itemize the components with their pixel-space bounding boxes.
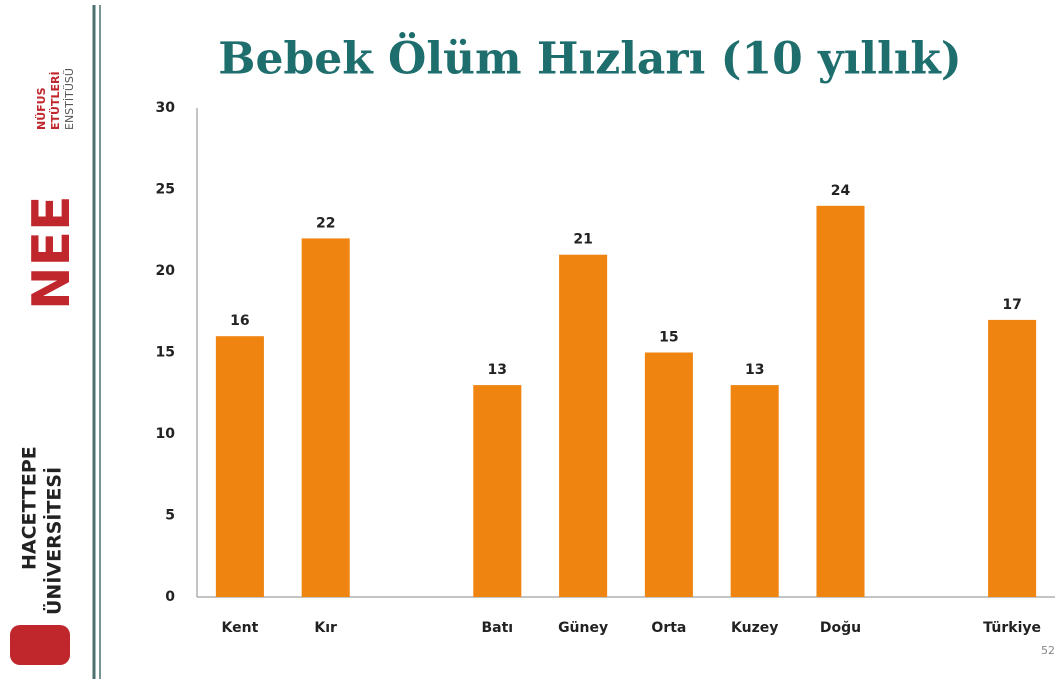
y-tick-label: 20 bbox=[156, 263, 176, 279]
bar bbox=[816, 205, 865, 598]
x-tick-label: Kır bbox=[314, 620, 337, 636]
data-label: 15 bbox=[659, 330, 678, 346]
chart-title: Bebek Ölüm Hızları (10 yıllık) bbox=[218, 31, 961, 85]
x-tick-label: Kuzey bbox=[731, 620, 778, 636]
page-number: 52 bbox=[1041, 644, 1055, 657]
logo-text: HACETTEPE bbox=[19, 446, 41, 570]
bar bbox=[730, 385, 779, 597]
logo-top: NÜFUS ETÜTLERİ ENSTİTÜSÜ NEE bbox=[22, 68, 82, 310]
bar bbox=[988, 319, 1037, 597]
data-label: 13 bbox=[745, 362, 764, 378]
bar bbox=[473, 385, 522, 597]
logo-mark: NEE bbox=[22, 195, 82, 310]
data-label: 17 bbox=[1002, 297, 1021, 313]
logo-text: ENSTİTÜSÜ bbox=[63, 68, 76, 130]
x-tick-label: Orta bbox=[651, 620, 686, 636]
x-tick-label: Batı bbox=[481, 620, 513, 636]
logo-bottom: HACETTEPE ÜNİVERSİTESİ bbox=[10, 446, 70, 665]
logo-emblem bbox=[10, 625, 70, 665]
y-tick-label: 10 bbox=[156, 426, 176, 442]
data-label: 24 bbox=[831, 183, 851, 199]
data-label: 22 bbox=[316, 215, 335, 231]
x-tick-label: Güney bbox=[558, 620, 608, 636]
y-tick-label: 5 bbox=[165, 508, 175, 524]
data-label: 13 bbox=[488, 362, 507, 378]
x-tick-label: Türkiye bbox=[983, 620, 1041, 636]
data-label: 16 bbox=[230, 313, 249, 329]
bar bbox=[559, 254, 608, 597]
logo-text: NÜFUS bbox=[34, 87, 48, 130]
y-tick-label: 30 bbox=[156, 100, 176, 116]
bar bbox=[215, 336, 264, 597]
data-label: 21 bbox=[573, 232, 592, 248]
y-tick-label: 15 bbox=[156, 345, 175, 361]
bar bbox=[644, 352, 693, 597]
x-tick-label: Doğu bbox=[820, 620, 861, 636]
y-tick-label: 25 bbox=[156, 182, 175, 198]
bar bbox=[301, 238, 350, 597]
logo-text: ÜNİVERSİTESİ bbox=[42, 467, 66, 615]
logo-text: ETÜTLERİ bbox=[48, 71, 62, 130]
x-tick-label: Kent bbox=[222, 620, 259, 636]
y-tick-label: 0 bbox=[165, 589, 175, 605]
